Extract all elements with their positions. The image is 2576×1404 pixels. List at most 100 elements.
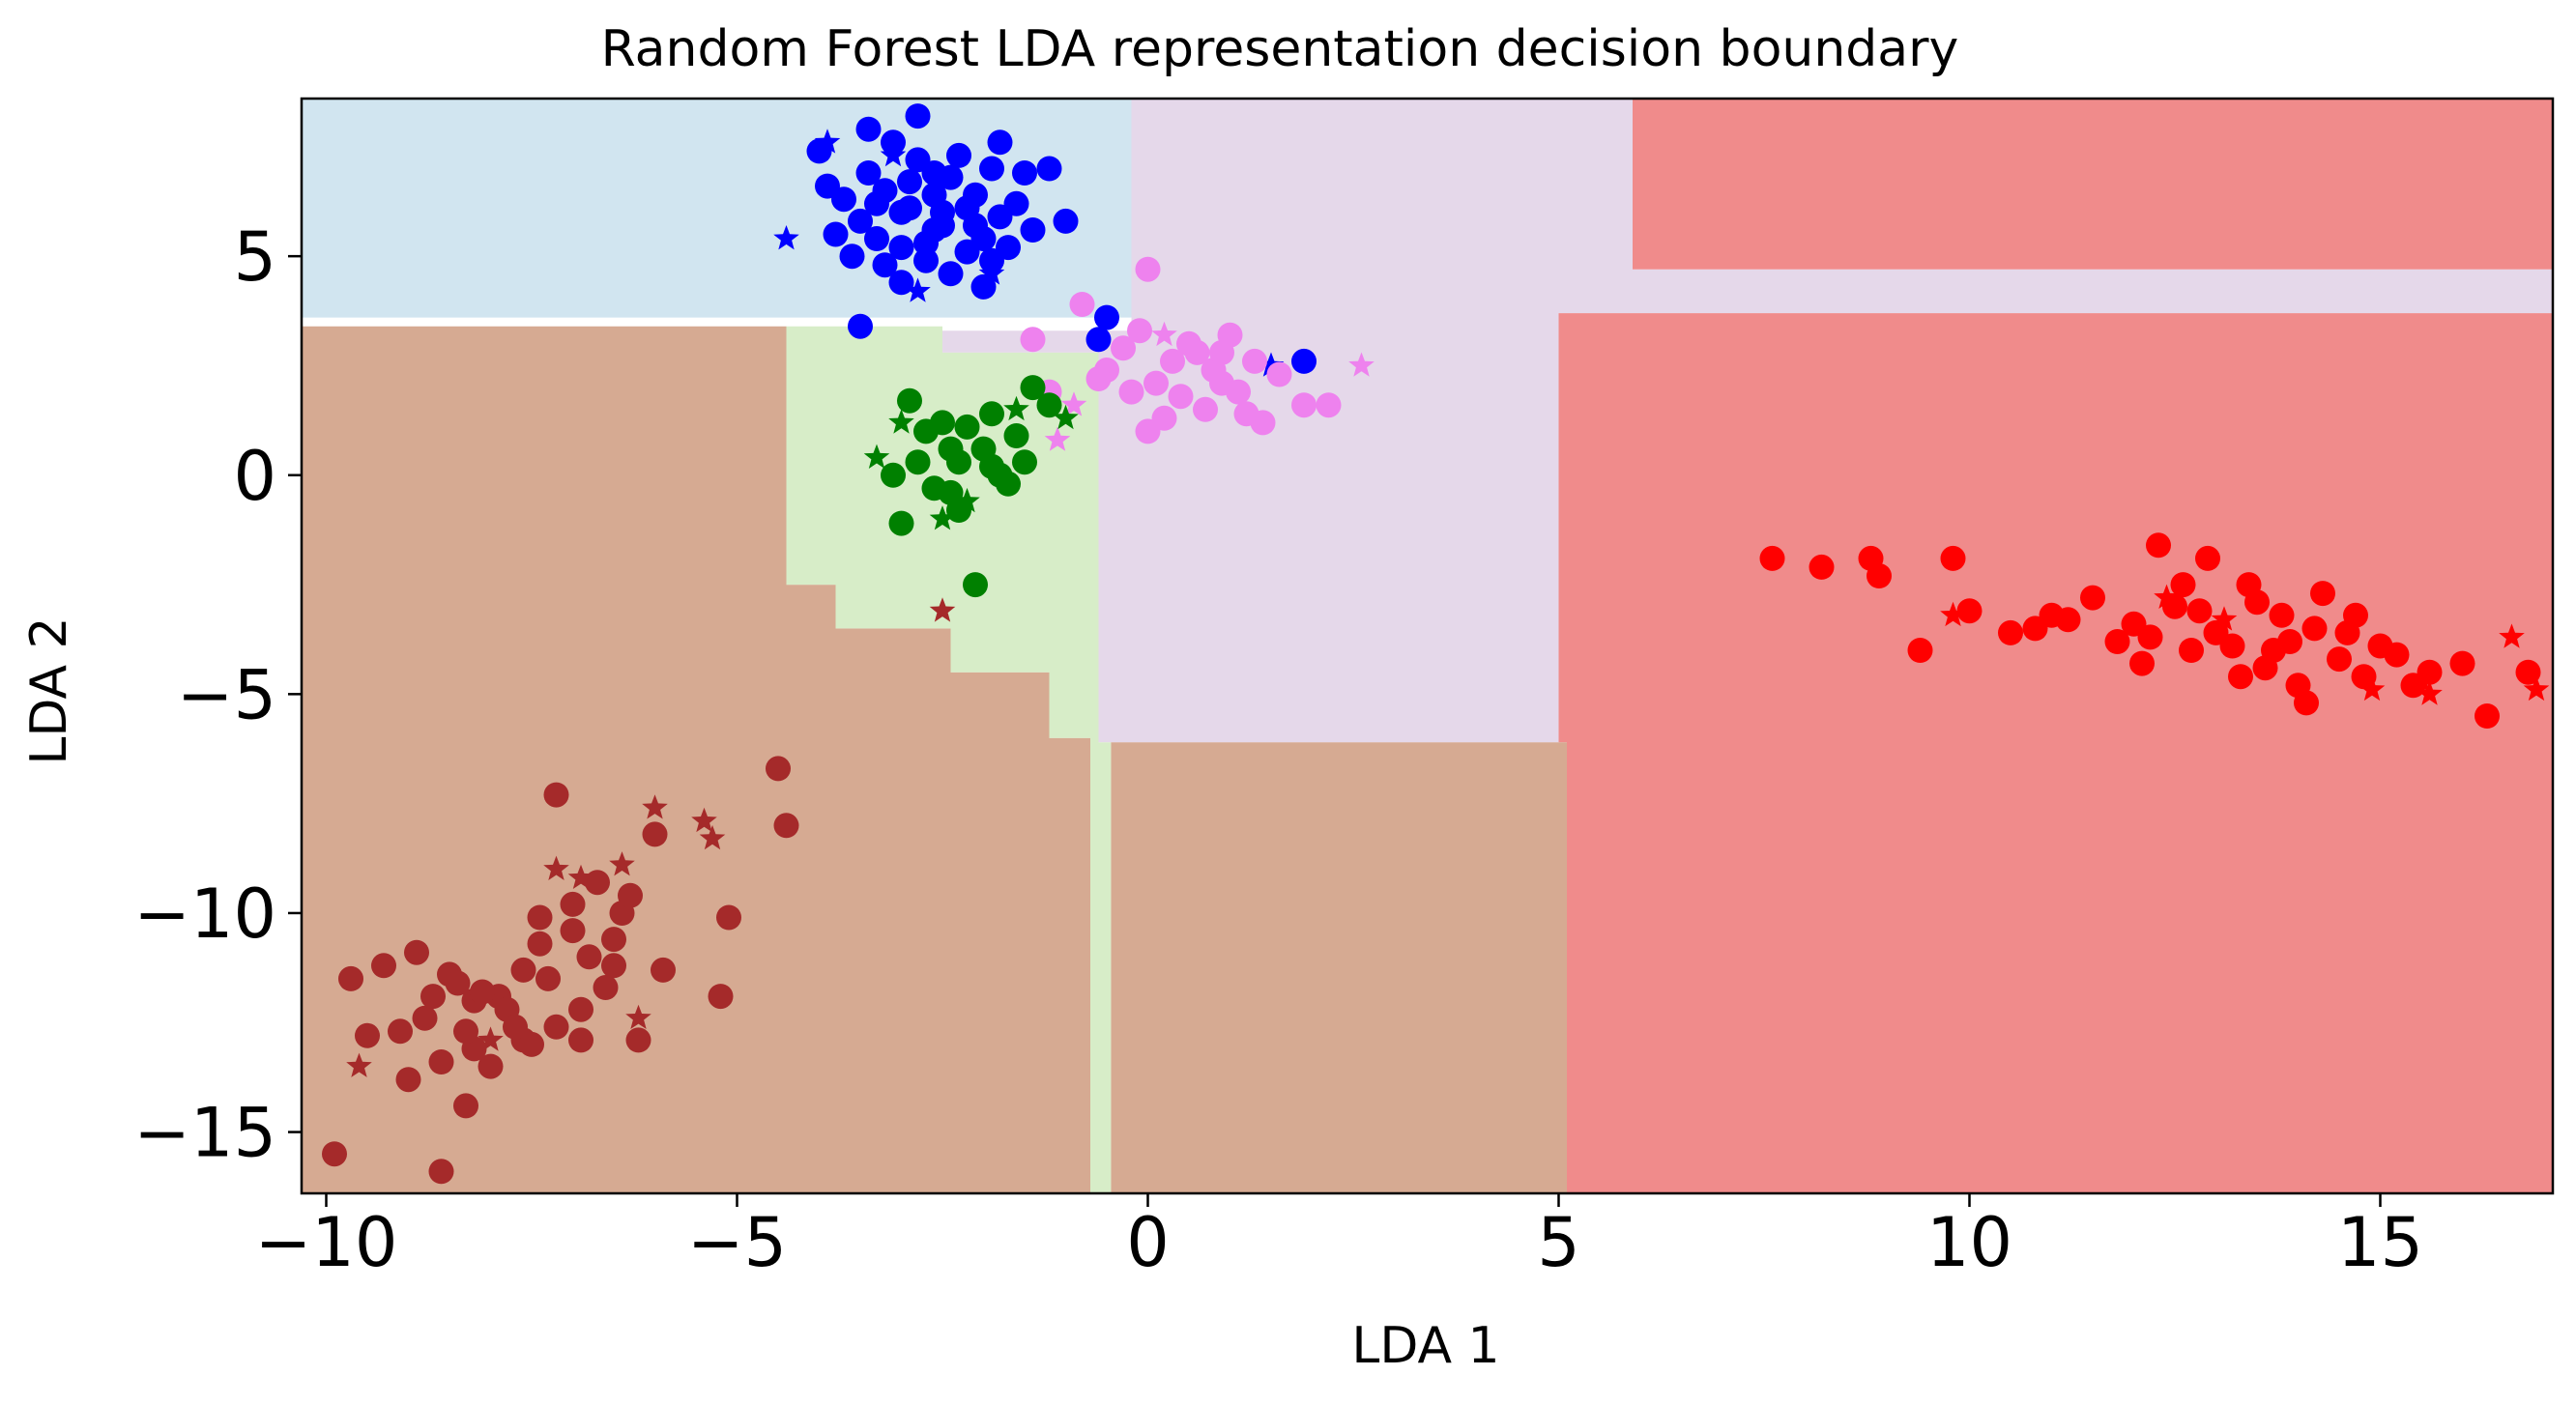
point-s0-47	[1085, 327, 1112, 353]
y-tick-label: 0	[233, 437, 276, 516]
point-s0-4	[848, 208, 873, 234]
point-s3-9	[2080, 585, 2105, 611]
point-s4-29	[395, 1067, 421, 1093]
point-s1-7	[1135, 256, 1161, 282]
point-s0-41	[872, 252, 898, 278]
region-brown-7	[302, 326, 1090, 1193]
point-s1-23	[1085, 366, 1112, 391]
region-green-9	[786, 326, 1112, 1193]
x-axis-label: LDA 1	[1351, 1317, 1499, 1375]
star-s2-0	[1003, 395, 1029, 421]
point-s2-20	[987, 462, 1013, 488]
point-s4-20	[453, 1093, 478, 1119]
point-s3-4	[1940, 545, 1966, 571]
point-s3-13	[2186, 598, 2213, 624]
x-tick-label: 0	[1126, 1203, 1170, 1282]
point-s3-22	[2327, 646, 2352, 673]
point-s4-18	[322, 1141, 347, 1167]
star-s2-5	[888, 409, 914, 434]
point-s0-32	[848, 313, 873, 339]
point-s0-45	[1291, 348, 1317, 374]
star-s4-5	[543, 855, 569, 880]
plot-frame	[300, 97, 2555, 1195]
star-s0-4	[880, 141, 907, 167]
y-tick-label: −5	[177, 655, 276, 734]
point-s3-12	[2170, 572, 2196, 598]
point-s1-16	[1316, 392, 1342, 418]
point-s3-45	[2261, 638, 2286, 663]
point-s4-16	[355, 1022, 380, 1048]
point-s0-49	[864, 190, 889, 216]
point-s4-15	[388, 1018, 413, 1045]
point-s2-5	[1003, 423, 1029, 448]
point-s4-14	[412, 1005, 438, 1031]
star-s2-3	[1053, 404, 1079, 430]
star-s3-4	[2359, 675, 2386, 702]
point-s0-36	[921, 182, 947, 208]
point-s4-36	[585, 870, 610, 896]
x-tick-label: −5	[687, 1203, 787, 1282]
star-s4-3	[609, 851, 635, 876]
point-s4-33	[470, 979, 495, 1005]
point-s4-21	[478, 1053, 504, 1079]
star-s0-2	[978, 260, 1005, 285]
point-s1-18	[1242, 348, 1267, 374]
point-s3-43	[2022, 616, 2048, 642]
point-s4-39	[519, 1031, 544, 1057]
star-s1-2	[1060, 391, 1087, 416]
point-s0-44	[963, 213, 988, 239]
point-s3-38	[2343, 602, 2368, 628]
point-s3-40	[2179, 638, 2204, 663]
point-s2-4	[954, 414, 980, 440]
star-s3-7	[2211, 606, 2238, 631]
point-s2-15	[979, 401, 1004, 427]
star-s3-1	[2499, 623, 2525, 648]
point-s4-17	[338, 965, 363, 991]
point-s0-40	[987, 129, 1013, 156]
point-s1-19	[1143, 370, 1169, 396]
star-s0-3	[905, 277, 931, 302]
star-s3-2	[2523, 675, 2550, 702]
y-tick-label: −15	[133, 1094, 276, 1173]
point-s2-19	[938, 479, 964, 505]
star-s1-0	[1348, 352, 1375, 377]
x-tick-label: 5	[1537, 1203, 1580, 1282]
star-s0-1	[814, 129, 841, 154]
point-s4-0	[766, 756, 791, 782]
point-s4-1	[773, 813, 799, 839]
point-s0-12	[1003, 190, 1029, 216]
point-s4-10	[510, 957, 536, 983]
point-s1-6	[1266, 361, 1292, 387]
star-s4-0	[691, 807, 717, 833]
point-s0-21	[839, 244, 865, 270]
point-s1-8	[1069, 292, 1095, 317]
point-s4-3	[642, 821, 668, 847]
point-s3-5	[1907, 638, 1933, 663]
point-s0-7	[888, 235, 914, 261]
region-red-6	[1558, 313, 2553, 1194]
data-points	[322, 103, 2550, 1185]
point-s4-35	[560, 918, 586, 944]
point-s2-21	[946, 449, 971, 475]
point-s3-30	[2515, 659, 2541, 685]
point-s3-41	[2228, 664, 2253, 690]
point-s3-29	[2475, 703, 2500, 729]
point-s4-19	[428, 1159, 454, 1185]
point-s1-10	[1020, 327, 1046, 353]
x-tick-label: 10	[1926, 1203, 2012, 1282]
point-s3-1	[1809, 554, 1835, 580]
point-s4-45	[527, 904, 553, 931]
star-s4-1	[699, 824, 726, 850]
star-s1-3	[1151, 321, 1177, 347]
point-s4-44	[601, 953, 626, 979]
point-s0-34	[1020, 217, 1046, 243]
star-s3-6	[2154, 584, 2180, 609]
star-s3-5	[2417, 680, 2443, 705]
point-s0-43	[897, 169, 922, 195]
point-s1-0	[1160, 348, 1185, 374]
point-s1-15	[1184, 339, 1210, 365]
point-s3-20	[2301, 616, 2328, 642]
point-s1-14	[1111, 335, 1136, 361]
